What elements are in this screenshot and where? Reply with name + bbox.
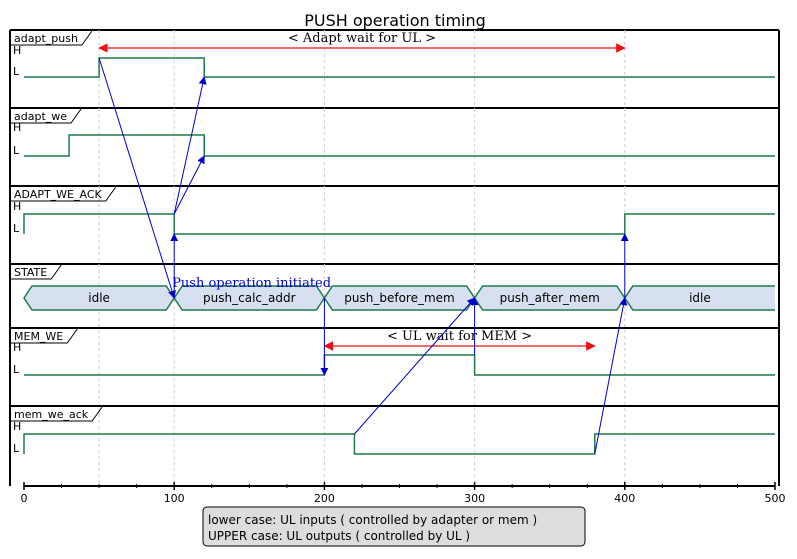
signal-label: MEM_WE [14,330,63,343]
legend-line: UPPER case: UL outputs ( controlled by U… [208,529,470,543]
level-label-high: H [13,341,21,354]
waveform-adapt_we [24,134,775,157]
level-label-low: L [13,442,20,455]
signal-label-tab [10,30,93,46]
bus-segment-fill [624,286,775,310]
legend-line: lower case: UL inputs ( controlled by ad… [208,513,537,527]
time-axis-tick-label: 300 [464,492,485,505]
level-label-high: H [13,44,21,57]
signal-label: adapt_push [14,32,78,45]
diagram-notes: Push operation initiated [172,276,331,291]
signal-label-tab [10,264,62,280]
signal-label: STATE [14,266,47,279]
level-label-low: L [13,222,20,235]
bus-segment [624,285,775,311]
dependency-arrow [173,76,207,215]
time-axis-tick-label: 100 [164,492,185,505]
level-label-low: L [13,363,20,376]
signal-label: ADAPT_WE_ACK [14,188,103,201]
legend-background [202,506,586,547]
signal-label-tab [10,406,103,422]
waveform-adapt_push [24,57,775,78]
time-axis-tick-label: 200 [314,492,335,505]
signal-lane-state: STATE idle push_calc_addr push_before_mem pu… [10,264,775,311]
time-axis-tick-label: 0 [21,492,28,505]
waveform-mem_we [24,354,775,376]
signal-label-tab [10,186,117,202]
bus-segment-value: idle [88,291,110,305]
timing-constraints: < Adapt wait for UL > < UL wait for MEM > [98,31,626,351]
time-axis-tick-label: 500 [765,492,786,505]
waveform-mem_we_ack [23,433,775,455]
constraint-label: < UL wait for MEM > [387,329,532,344]
level-label-high: H [13,420,21,433]
bus-segment-value: push_calc_addr [203,291,296,305]
time-axis-tick-label: 400 [614,492,635,505]
signal-label: adapt_we [14,110,67,123]
bus-segment-value: push_after_mem [500,291,600,305]
dependency-arrows [98,57,629,455]
dependency-arrow [594,297,628,455]
level-label-low: L [13,144,20,157]
diagram-title: PUSH operation timing [304,11,486,30]
time-gridlines [98,30,626,486]
diagram-frame [9,29,780,486]
dependency-arrow [98,57,176,299]
level-label-high: H [13,121,21,134]
bus-segment-value: idle [689,291,711,305]
level-label-high: H [13,200,21,213]
level-label-low: L [13,65,20,78]
constraint-label: < Adapt wait for UL > [288,31,436,46]
time-axis: 0 100 200 300 400 500 [21,482,786,505]
signal-label: mem_we_ack [14,408,89,421]
signal-label-tab [10,108,82,124]
dependency-arrow [173,155,205,215]
dependency-arrow [354,297,476,435]
bus-segment-value: push_before_mem [344,291,454,305]
legend-box: lower case: UL inputs ( controlled by ad… [202,506,586,547]
signal-label-tab [10,328,78,344]
waveform-adapt_we_ack [23,213,775,235]
annotation-note: Push operation initiated [172,276,331,291]
